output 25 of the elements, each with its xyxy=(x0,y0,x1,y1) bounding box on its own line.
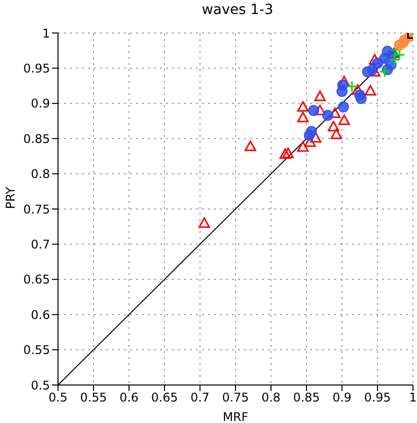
x-axis-title: MRF xyxy=(222,410,248,423)
y-axis-title: PRY xyxy=(3,186,18,209)
x-tick-label: 0.9 xyxy=(332,390,352,405)
x-tick-label: 0.6 xyxy=(119,390,139,405)
x-tick-label: 1 xyxy=(409,390,417,405)
chart-title: waves 1-3 xyxy=(200,2,274,18)
x-tick-label: 0.65 xyxy=(151,390,178,405)
x-tick-label: 0.95 xyxy=(364,390,391,405)
y-tick-label: 0.65 xyxy=(23,272,50,287)
y-tick-label: 0.95 xyxy=(23,61,50,76)
y-tick-label: 0.55 xyxy=(23,343,50,358)
y-tick-label: 0.8 xyxy=(30,167,50,182)
y-tick-label: 0.6 xyxy=(30,308,50,322)
x-tick-label: 0.8 xyxy=(261,390,281,405)
y-tick-label: 0.9 xyxy=(30,96,50,111)
y-tick-label: 0.7 xyxy=(30,237,50,252)
x-tick-label: 0.5 xyxy=(48,390,68,405)
y-tick-label: 0.5 xyxy=(30,378,50,392)
x-tick-label: 0.85 xyxy=(293,390,320,405)
y-tick-label: 1 xyxy=(42,26,50,40)
y-tick-label: 0.75 xyxy=(23,202,50,216)
x-tick-label: 0.55 xyxy=(80,390,107,405)
x-tick-label: 0.7 xyxy=(190,390,210,405)
y-tick-label: 0.85 xyxy=(23,132,50,146)
x-tick-label: 0.75 xyxy=(222,390,249,405)
